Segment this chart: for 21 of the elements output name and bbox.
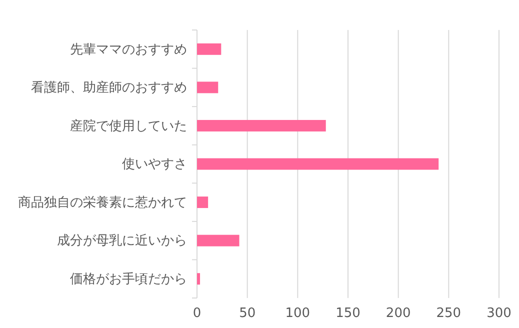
x-tick-label: 200 [386,306,411,322]
bar [197,196,208,208]
y-tick-label: 価格がお手頃だから [70,272,187,288]
y-tick-label: 商品独自の栄養素に惹かれて [18,195,187,210]
x-tick-label: 50 [239,306,256,322]
bar [197,120,326,132]
bar [197,234,240,246]
x-tick-label: 0 [192,306,202,322]
bar [197,82,218,94]
x-tick-label: 300 [486,306,512,322]
y-tick-label: 先輩ママのおすすめ [70,42,187,58]
y-tick-label: 看護師、助産師のおすすめ [31,80,187,96]
bar [197,43,222,55]
x-tick-label: 250 [436,306,462,322]
x-tick-label: 100 [285,306,310,322]
y-tick-label: 成分が母乳に近いから [57,234,187,249]
x-tick-label: 150 [336,306,360,322]
bar [197,273,200,285]
y-tick-label: 使いやすさ [122,157,187,172]
bar [197,158,439,170]
y-tick-label: 産院で使用していた [70,118,187,134]
